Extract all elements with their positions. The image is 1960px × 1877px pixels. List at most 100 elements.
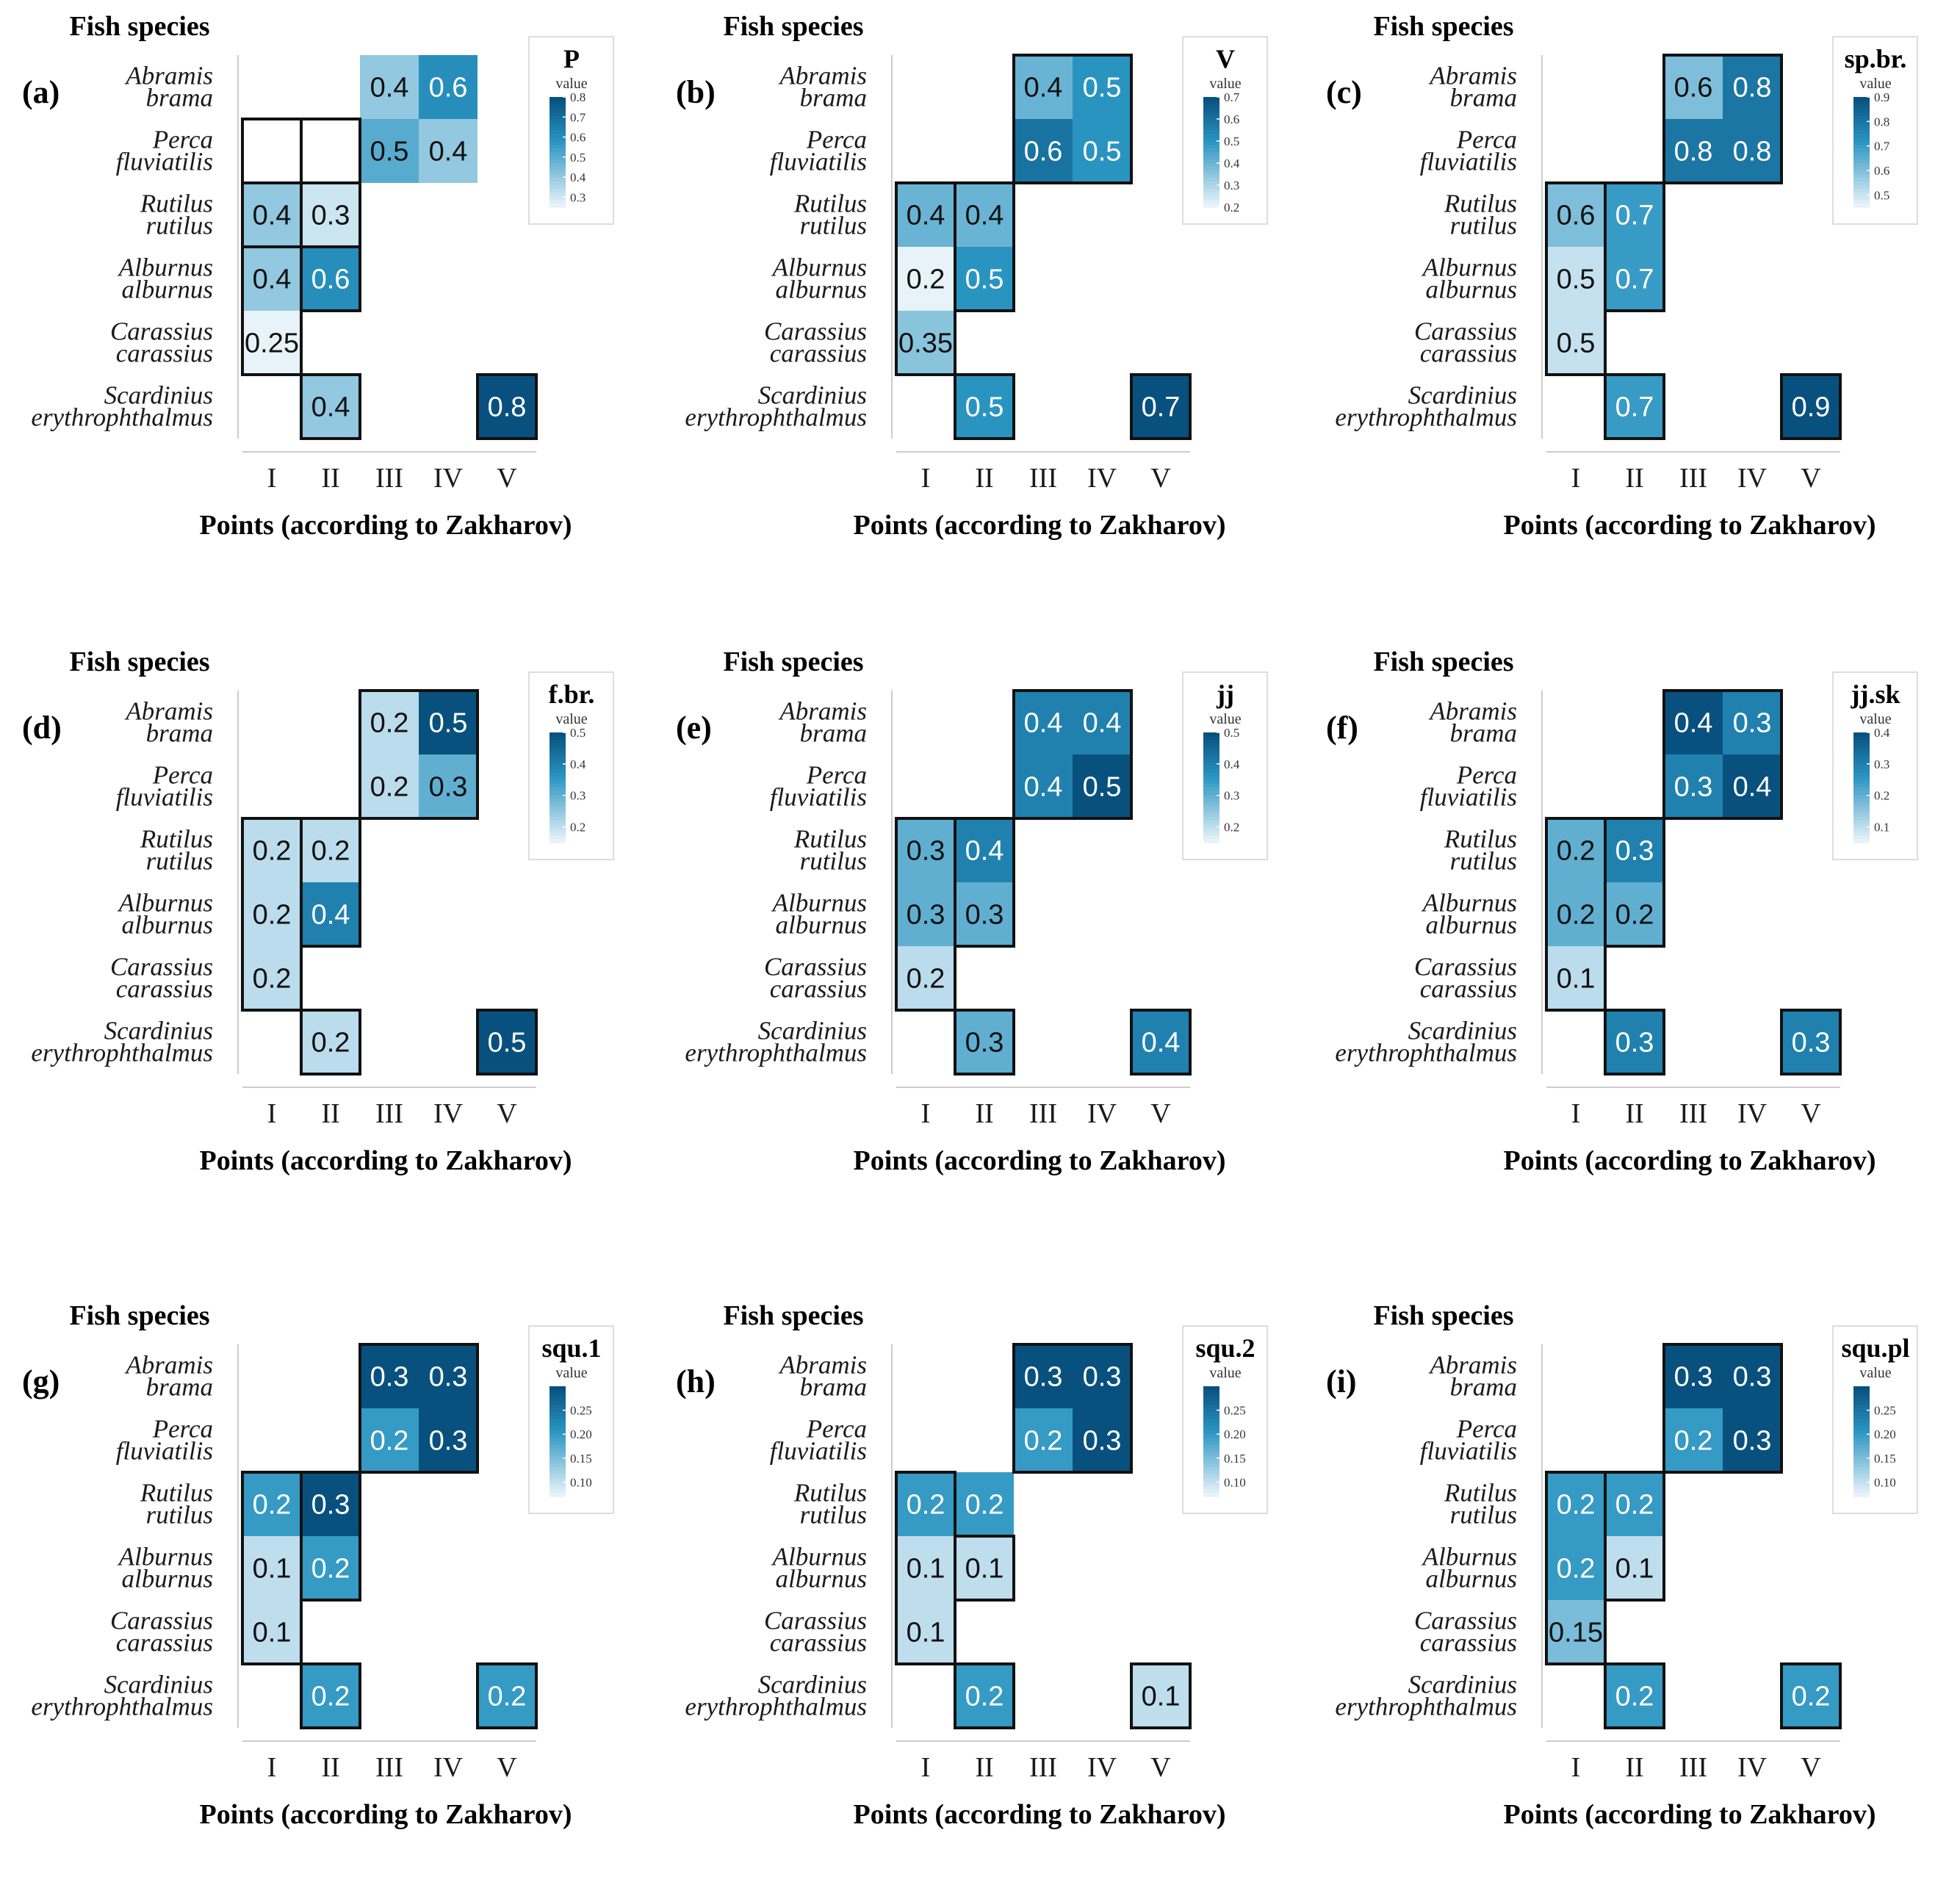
species-genus: Rutilus [1444, 190, 1517, 218]
cell-value-label: 0.4 [311, 392, 350, 423]
legend-tick-label: 0.10 [1224, 1475, 1246, 1489]
legend-gradient-step [1203, 747, 1219, 752]
legend-gradient-step [1853, 1427, 1870, 1431]
x-tick-label: IV [1737, 463, 1768, 494]
cell-value-label: 0.3 [1083, 1426, 1122, 1457]
cell-value-label: 0.2 [1557, 1554, 1596, 1585]
legend-frame [528, 36, 614, 225]
heatmap-cell [478, 1664, 536, 1728]
legend-tick-label: 0.25 [1874, 1404, 1896, 1418]
species-epithet: carassius [116, 1629, 213, 1657]
heatmap-cell [301, 882, 360, 946]
legend-gradient-step [550, 152, 566, 156]
legend-tick-label: 0.7 [1874, 140, 1890, 154]
legend-gradient-step [1203, 137, 1219, 142]
species-genus: Alburnus [771, 253, 867, 282]
legend-gradient-step [550, 1485, 566, 1490]
legend-gradient-step [1203, 810, 1219, 814]
legend-gradient-step [1853, 839, 1870, 843]
legend-tick-label: 0.3 [1224, 179, 1239, 192]
heatmap-panel: Fish species (d) Abramis brama Perca fluviati… [0, 635, 646, 1223]
cell-value-label: 0.2 [370, 1426, 409, 1457]
heatmap-cell [1723, 119, 1781, 183]
legend-gradient-step [1203, 758, 1219, 763]
legend-gradient-step [1203, 1427, 1219, 1431]
cell-group-border [1012, 689, 1133, 820]
cell-value-label: 0.5 [1083, 73, 1122, 104]
cell-value-label: 0.2 [311, 1028, 350, 1059]
y-axis-title: Fish species [723, 1300, 863, 1331]
legend-gradient-step [550, 1408, 566, 1413]
x-tick-label: III [375, 1752, 403, 1783]
legend-gradient-step [1203, 813, 1219, 818]
cell-value-label: 0.3 [1615, 1028, 1654, 1059]
cell-value-label: 0.4 [1083, 708, 1122, 739]
legend-gradient-step [1203, 1423, 1219, 1427]
legend-gradient-step [550, 1478, 566, 1482]
species-genus: Rutilus [1444, 1479, 1517, 1507]
legend-gradient-step [1853, 189, 1870, 193]
species-genus: Scardinius [1408, 1017, 1517, 1045]
legend-gradient-step [1203, 159, 1219, 164]
legend-gradient-step [1203, 795, 1219, 799]
cell-value-label: 0.4 [1024, 73, 1063, 104]
heatmap-cell [419, 691, 478, 754]
cell-group-border [1012, 54, 1133, 184]
legend-gradient-step [550, 740, 566, 744]
species-epithet: alburnus [1426, 911, 1517, 940]
legend-gradient-step [550, 1397, 566, 1402]
x-tick-label: III [1029, 1098, 1057, 1129]
legend-gradient-step [1203, 178, 1219, 182]
species-epithet: carassius [770, 339, 867, 368]
x-tick-label: II [321, 463, 339, 494]
legend-gradient-step [1853, 1405, 1870, 1409]
legend-gradient-step [550, 174, 566, 179]
legend-gradient-step [550, 751, 566, 755]
heatmap-cell [955, 1664, 1014, 1728]
cell-value-label: 0.5 [1083, 772, 1122, 803]
x-axis-title: Points (according to Zakharov) [1503, 1145, 1876, 1176]
heatmap-cell [896, 946, 955, 1010]
cell-value-label: 0.1 [253, 1618, 292, 1649]
legend-gradient-step [1203, 1482, 1219, 1486]
legend-gradient-step [550, 1423, 566, 1427]
cell-value-label: 0.1 [907, 1618, 945, 1649]
legend-gradient-step [1203, 192, 1219, 197]
legend-tick-label: 0.20 [1874, 1427, 1896, 1441]
x-tick-label: III [375, 1098, 403, 1129]
panel-label: (f) [1326, 710, 1358, 746]
x-axis-title: Points (according to Zakharov) [853, 1145, 1225, 1176]
cell-value-label: 0.6 [1024, 137, 1063, 167]
cell-value-label: 0.4 [907, 201, 945, 231]
legend-gradient-step [550, 1452, 566, 1457]
heatmap-panel: Fish species (i) Abramis brama Perca fluviati… [1304, 1289, 1950, 1877]
cell-value-label: 0.9 [1792, 392, 1831, 423]
legend-gradient-step [550, 1430, 566, 1435]
heatmap-cell [478, 1010, 536, 1074]
legend-gradient-step [1853, 751, 1870, 755]
species-genus: Scardinius [1408, 1671, 1517, 1699]
panel-label: (b) [676, 74, 716, 110]
cell-value-label: 0.4 [370, 73, 409, 104]
species-epithet: alburnus [776, 275, 867, 304]
legend-gradient-step [1203, 1452, 1219, 1457]
legend-gradient-step [1853, 134, 1870, 138]
heatmap-cell [242, 882, 301, 946]
heatmap-cell [301, 247, 360, 311]
legend-gradient-step [550, 802, 566, 807]
cell-group-border [1780, 1662, 1842, 1729]
legend-gradient-step [1203, 751, 1219, 755]
x-tick-label: I [267, 463, 277, 494]
species-epithet: brama [800, 84, 867, 112]
heatmap-cell [1605, 1536, 1664, 1600]
